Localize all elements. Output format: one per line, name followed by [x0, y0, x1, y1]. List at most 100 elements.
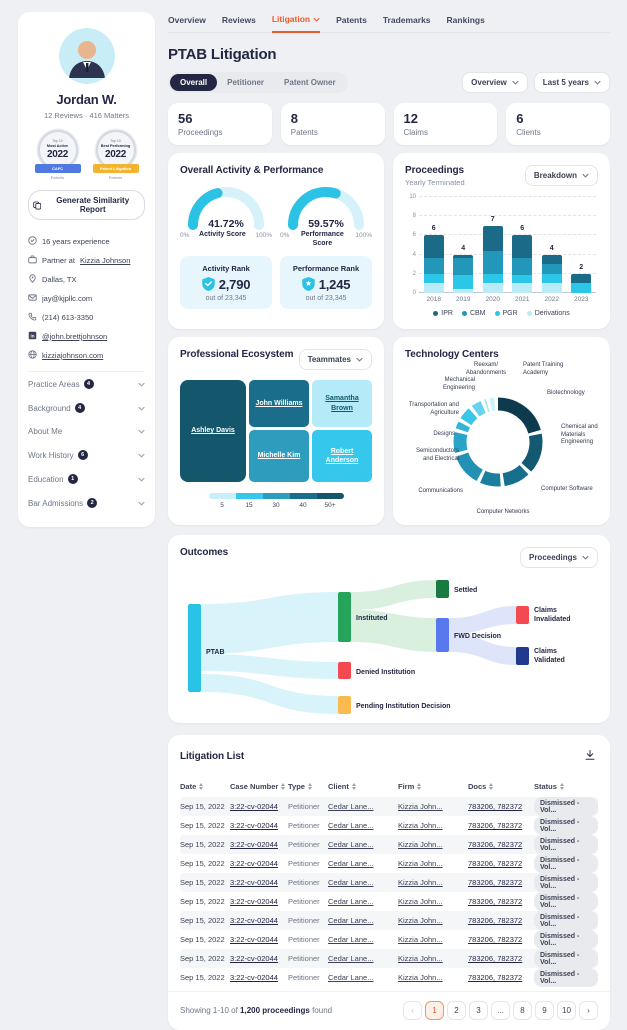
- pagination-page-8[interactable]: 8: [513, 1001, 532, 1020]
- firm-link[interactable]: Kizzia John...: [398, 916, 443, 925]
- download-button[interactable]: [582, 747, 598, 766]
- table-row[interactable]: Sep 15, 2022 3:22-cv-02044 Petitioner Cedar…: [180, 968, 598, 987]
- tab-petitioner[interactable]: Petitioner: [227, 78, 265, 87]
- firm-link[interactable]: Kizzia John...: [398, 935, 443, 944]
- case-number-link[interactable]: 3:22-cv-02044: [230, 916, 278, 925]
- firm-link[interactable]: Kizzia John...: [398, 821, 443, 830]
- sidebar-section-about-me[interactable]: About Me: [28, 420, 145, 443]
- firm-link[interactable]: Kizzia John...: [398, 878, 443, 887]
- treemap-tile[interactable]: Michelle Kim: [249, 430, 309, 482]
- case-number-link[interactable]: 3:22-cv-02044: [230, 954, 278, 963]
- docs-link[interactable]: 783206, 782372: [468, 802, 523, 811]
- column-header-client[interactable]: Client: [328, 776, 398, 797]
- donut-segment-chemical-and-materials-engineering[interactable]: [453, 397, 543, 487]
- table-row[interactable]: Sep 15, 2022 3:22-cv-02044 Petitioner Cedar…: [180, 816, 598, 835]
- column-header-date[interactable]: Date: [180, 776, 230, 797]
- table-row[interactable]: Sep 15, 2022 3:22-cv-02044 Petitioner Cedar…: [180, 930, 598, 949]
- client-link[interactable]: Cedar Lane...: [328, 878, 374, 887]
- docs-link[interactable]: 783206, 782372: [468, 935, 523, 944]
- client-link[interactable]: Cedar Lane...: [328, 840, 374, 849]
- bar-column[interactable]: [571, 273, 592, 293]
- bar-column[interactable]: [512, 235, 533, 293]
- firm-link[interactable]: Kizzia John...: [398, 802, 443, 811]
- client-link[interactable]: Cedar Lane...: [328, 935, 374, 944]
- nav-tab-overview[interactable]: Overview: [168, 12, 206, 32]
- treemap-tile[interactable]: Ashley Davis: [180, 380, 246, 482]
- contact-link[interactable]: Kizzia Johnson: [79, 256, 131, 265]
- nav-tab-patents[interactable]: Patents: [336, 12, 367, 32]
- donut-segment-biotechnology[interactable]: [453, 397, 543, 487]
- sidebar-section-work-history[interactable]: Work History 6: [28, 443, 145, 467]
- contact-link[interactable]: @john.brettjohnson: [42, 332, 108, 341]
- docs-link[interactable]: 783206, 782372: [468, 954, 523, 963]
- docs-link[interactable]: 783206, 782372: [468, 859, 523, 868]
- donut-segment-computer-networks[interactable]: [453, 397, 543, 487]
- docs-link[interactable]: 783206, 782372: [468, 878, 523, 887]
- nav-tab-reviews[interactable]: Reviews: [222, 12, 256, 32]
- pagination-page-10[interactable]: 10: [557, 1001, 576, 1020]
- client-link[interactable]: Cedar Lane...: [328, 916, 374, 925]
- case-number-link[interactable]: 3:22-cv-02044: [230, 859, 278, 868]
- client-link[interactable]: Cedar Lane...: [328, 821, 374, 830]
- case-number-link[interactable]: 3:22-cv-02044: [230, 897, 278, 906]
- overview-dropdown[interactable]: Overview: [462, 72, 528, 93]
- column-header-type[interactable]: Type: [288, 776, 328, 797]
- docs-link[interactable]: 783206, 782372: [468, 916, 523, 925]
- sankey-node-ptab[interactable]: [188, 604, 201, 692]
- nav-tab-rankings[interactable]: Rankings: [447, 12, 485, 32]
- bar-column[interactable]: [482, 225, 503, 293]
- case-number-link[interactable]: 3:22-cv-02044: [230, 935, 278, 944]
- sankey-node-claims-validated[interactable]: [516, 647, 529, 665]
- pagination-page-1[interactable]: 1: [425, 1001, 444, 1020]
- sankey-node-fwd-decision[interactable]: [436, 618, 449, 652]
- column-header-case-number[interactable]: Case Number: [230, 776, 288, 797]
- sidebar-section-practice-areas[interactable]: Practice Areas 4: [28, 372, 145, 396]
- proceedings-dropdown[interactable]: Proceedings: [519, 547, 598, 568]
- case-number-link[interactable]: 3:22-cv-02044: [230, 821, 278, 830]
- firm-link[interactable]: Kizzia John...: [398, 859, 443, 868]
- sidebar-section-education[interactable]: Education 1: [28, 467, 145, 491]
- timerange-dropdown[interactable]: Last 5 years: [533, 72, 610, 93]
- sankey-node-pending-institution-decision[interactable]: [338, 696, 351, 714]
- table-row[interactable]: Sep 15, 2022 3:22-cv-02044 Petitioner Cedar…: [180, 949, 598, 968]
- nav-tab-trademarks[interactable]: Trademarks: [383, 12, 431, 32]
- column-header-docs[interactable]: Docs: [468, 776, 534, 797]
- teammates-dropdown[interactable]: Teammates: [298, 349, 372, 370]
- column-header-status[interactable]: Status: [534, 776, 598, 797]
- treemap-tile[interactable]: John Williams: [249, 380, 309, 427]
- sankey-node-denied-institution[interactable]: [338, 662, 351, 679]
- case-number-link[interactable]: 3:22-cv-02044: [230, 878, 278, 887]
- bar-column[interactable]: [453, 254, 474, 293]
- case-number-link[interactable]: 3:22-cv-02044: [230, 802, 278, 811]
- client-link[interactable]: Cedar Lane...: [328, 802, 374, 811]
- case-number-link[interactable]: 3:22-cv-02044: [230, 973, 278, 982]
- table-row[interactable]: Sep 15, 2022 3:22-cv-02044 Petitioner Cedar…: [180, 854, 598, 873]
- nav-tab-litigation[interactable]: Litigation: [271, 12, 321, 33]
- table-row[interactable]: Sep 15, 2022 3:22-cv-02044 Petitioner Cedar…: [180, 892, 598, 911]
- firm-link[interactable]: Kizzia John...: [398, 897, 443, 906]
- sankey-node-instituted[interactable]: [338, 592, 351, 642]
- generate-similarity-report-button[interactable]: Generate Similarity Report: [28, 190, 145, 220]
- firm-link[interactable]: Kizzia John...: [398, 954, 443, 963]
- contact-link[interactable]: kizziajohnson.com: [42, 351, 104, 360]
- pagination-page-2[interactable]: 2: [447, 1001, 466, 1020]
- tab-patent-owner[interactable]: Patent Owner: [284, 78, 336, 87]
- breakdown-dropdown[interactable]: Breakdown: [524, 165, 598, 186]
- firm-link[interactable]: Kizzia John...: [398, 973, 443, 982]
- client-link[interactable]: Cedar Lane...: [328, 973, 374, 982]
- pagination-page-3[interactable]: 3: [469, 1001, 488, 1020]
- treemap-tile[interactable]: Samantha Brown: [312, 380, 372, 427]
- client-link[interactable]: Cedar Lane...: [328, 954, 374, 963]
- bar-column[interactable]: [541, 254, 562, 293]
- treemap-tile[interactable]: Robert Anderson: [312, 430, 372, 482]
- pagination-page-9[interactable]: 9: [535, 1001, 554, 1020]
- docs-link[interactable]: 783206, 782372: [468, 973, 523, 982]
- case-number-link[interactable]: 3:22-cv-02044: [230, 840, 278, 849]
- column-header-firm[interactable]: Firm: [398, 776, 468, 797]
- client-link[interactable]: Cedar Lane...: [328, 859, 374, 868]
- docs-link[interactable]: 783206, 782372: [468, 840, 523, 849]
- sidebar-section-bar-admissions[interactable]: Bar Admissions 2: [28, 491, 145, 515]
- pagination-next-button[interactable]: ›: [579, 1001, 598, 1020]
- firm-link[interactable]: Kizzia John...: [398, 840, 443, 849]
- sankey-node-settled[interactable]: [436, 580, 449, 598]
